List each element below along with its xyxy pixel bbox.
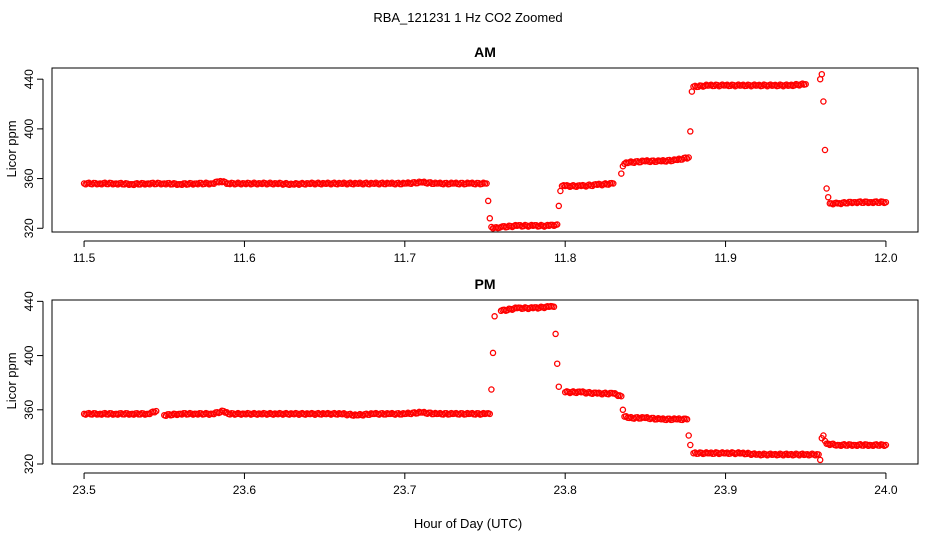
data-point bbox=[555, 202, 563, 210]
data-point bbox=[683, 416, 691, 423]
data-point bbox=[484, 197, 492, 205]
data-point bbox=[152, 407, 160, 415]
x-tick-label: 12.0 bbox=[874, 251, 898, 265]
x-tick-label: 11.7 bbox=[394, 251, 417, 265]
y-axis-am: 320 360 400 440 bbox=[22, 69, 44, 238]
data-point bbox=[486, 215, 494, 222]
data-point bbox=[685, 154, 692, 161]
data-point bbox=[553, 360, 561, 367]
y-axis-pm: 320 360 400 440 bbox=[22, 291, 44, 474]
y-tick-label: 320 bbox=[22, 454, 36, 474]
data-point bbox=[619, 406, 627, 414]
data-point bbox=[618, 392, 625, 400]
data-point bbox=[483, 180, 490, 187]
x-tick-label: 23.7 bbox=[393, 483, 417, 497]
y-tick-label: 360 bbox=[22, 399, 36, 419]
y-tick-label: 320 bbox=[22, 218, 36, 238]
figure-title: RBA_121231 1 Hz CO2 Zoomed bbox=[373, 10, 562, 25]
data-point bbox=[491, 313, 498, 320]
data-point bbox=[818, 70, 826, 78]
x-tick-label: 23.5 bbox=[72, 483, 96, 497]
data-point bbox=[610, 180, 617, 187]
y-tick-label: 360 bbox=[22, 168, 36, 188]
x-tick-label: 23.8 bbox=[554, 483, 578, 497]
data-point bbox=[882, 441, 890, 449]
data-point bbox=[687, 128, 694, 135]
data-point bbox=[489, 349, 497, 357]
data-point bbox=[553, 221, 561, 228]
data-point bbox=[220, 407, 227, 415]
y-tick-label: 440 bbox=[22, 291, 36, 311]
data-point bbox=[802, 80, 809, 88]
data-point bbox=[824, 193, 832, 201]
data-points-am bbox=[80, 70, 890, 232]
y-axis-label-pm: Licor ppm bbox=[4, 352, 19, 409]
data-point bbox=[552, 330, 559, 338]
x-tick-label: 11.5 bbox=[73, 251, 96, 265]
plot-frame-pm bbox=[51, 299, 919, 465]
pm-panel: PM Licor ppm 23.5 23.6 23.7 23.8 23.9 24.0 32… bbox=[4, 276, 919, 497]
y-tick-label: 400 bbox=[22, 345, 36, 365]
x-tick-label: 11.9 bbox=[714, 251, 737, 265]
plot-frame-am bbox=[51, 67, 919, 233]
y-axis-label-am: Licor ppm bbox=[4, 120, 19, 177]
data-point bbox=[486, 410, 494, 418]
data-point bbox=[687, 441, 694, 449]
x-tick-label: 11.6 bbox=[233, 251, 256, 265]
data-point bbox=[816, 456, 824, 464]
data-points-pm bbox=[80, 302, 890, 464]
data-point bbox=[618, 170, 625, 177]
data-point bbox=[820, 98, 827, 105]
x-tick-label: 11.8 bbox=[554, 251, 577, 265]
x-tick-label: 23.6 bbox=[233, 483, 257, 497]
data-point bbox=[685, 432, 692, 439]
x-axis-pm: 23.5 23.6 23.7 23.8 23.9 24.0 bbox=[72, 472, 898, 497]
x-tick-label: 23.9 bbox=[714, 483, 738, 497]
data-point bbox=[488, 386, 495, 393]
y-tick-label: 400 bbox=[22, 119, 36, 139]
data-point bbox=[555, 383, 563, 390]
y-tick-label: 440 bbox=[22, 69, 36, 89]
data-point bbox=[823, 185, 830, 192]
x-tick-label: 24.0 bbox=[874, 483, 898, 497]
data-point bbox=[821, 146, 829, 154]
data-point bbox=[550, 303, 558, 311]
data-point bbox=[882, 198, 890, 206]
am-panel: AM Licor ppm 11.5 11.6 11.7 11.8 11.9 12.0 32… bbox=[4, 44, 919, 265]
x-axis-am: 11.5 11.6 11.7 11.8 11.9 12.0 bbox=[73, 240, 898, 265]
panel-title-am: AM bbox=[474, 44, 496, 60]
x-axis-label: Hour of Day (UTC) bbox=[414, 516, 522, 531]
data-point bbox=[820, 432, 827, 439]
panel-title-pm: PM bbox=[475, 276, 496, 292]
